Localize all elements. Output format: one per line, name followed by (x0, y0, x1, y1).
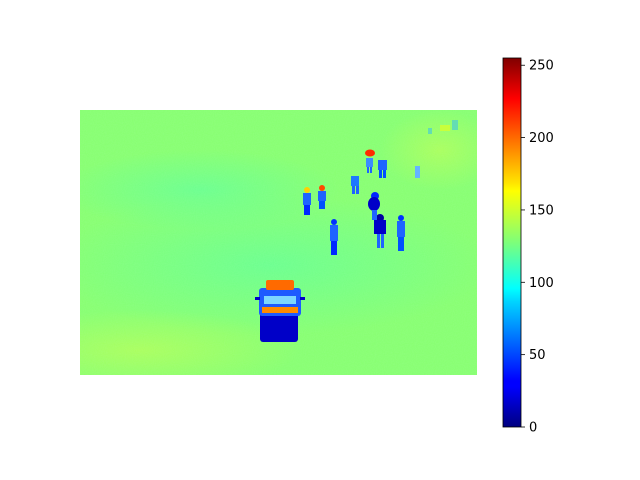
vehicle-blob (255, 280, 305, 342)
vehicle-mirror-right (300, 297, 305, 300)
pedestrian-10 (415, 166, 420, 178)
vehicle-window (264, 296, 296, 304)
colorbar-tick-label: 250 (529, 59, 554, 74)
colorbar-ticks: 0 50 100 150 200 250 (521, 59, 554, 436)
colorbar: 0 50 100 150 200 250 (502, 57, 554, 436)
red-marker (365, 149, 375, 157)
pedestrian-5 (303, 187, 311, 215)
pedestrian-3 (397, 215, 405, 251)
vehicle-roof (266, 280, 294, 290)
colorbar-tick-label: 100 (529, 276, 554, 291)
colorbar-tick-label: 0 (529, 421, 537, 436)
pedestrian-2 (374, 214, 386, 248)
vehicle-front (262, 307, 298, 313)
heatmap-image (80, 110, 477, 375)
vehicle-mirror-left (255, 297, 260, 300)
colorbar-tick-label: 50 (529, 348, 546, 363)
pedestrian-8 (378, 160, 387, 178)
pedestrian-6 (318, 185, 326, 209)
vehicle-shadow (260, 312, 298, 342)
pedestrian-9 (366, 158, 373, 173)
colorbar-frame (502, 57, 522, 428)
pedestrian-4 (368, 192, 380, 220)
pedestrian-7 (351, 176, 359, 194)
colorbar-tick-label: 200 (529, 131, 554, 146)
colorbar-tick-label: 150 (529, 203, 554, 218)
pedestrian-1 (330, 219, 338, 255)
background-details (428, 120, 458, 134)
colorbar-gradient (503, 58, 521, 427)
pedestrians (303, 149, 420, 255)
